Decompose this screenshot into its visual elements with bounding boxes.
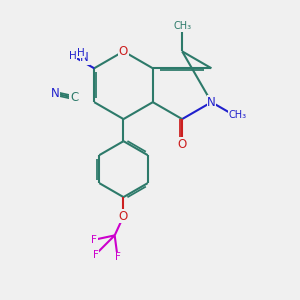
Text: O: O	[178, 138, 187, 151]
Text: C: C	[70, 91, 78, 104]
Text: CH₃: CH₃	[229, 110, 247, 120]
Text: O: O	[119, 210, 128, 223]
Text: N: N	[51, 87, 60, 100]
Text: CH₃: CH₃	[173, 21, 191, 31]
Text: O: O	[119, 45, 128, 58]
Text: H: H	[69, 51, 76, 61]
Text: H: H	[77, 48, 85, 58]
Text: F: F	[93, 250, 98, 260]
Text: N: N	[80, 51, 89, 64]
Text: N: N	[207, 96, 216, 109]
Text: F: F	[91, 235, 97, 245]
Text: F: F	[115, 253, 121, 262]
